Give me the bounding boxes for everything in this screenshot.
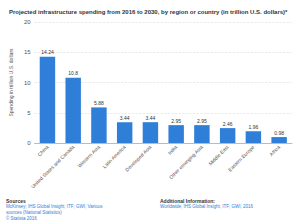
svg-text:0: 0 (27, 140, 31, 146)
svg-text:Eastern Europe: Eastern Europe (227, 144, 256, 173)
svg-text:3.44: 3.44 (146, 115, 156, 121)
svg-text:3.44: 3.44 (120, 115, 130, 121)
svg-text:15: 15 (24, 49, 31, 55)
svg-text:Spending in trillion U.S. doll: Spending in trillion U.S. dollars (8, 48, 14, 117)
svg-text:2.46: 2.46 (223, 121, 233, 127)
svg-text:1.96: 1.96 (249, 124, 259, 130)
svg-text:Middle East: Middle East (207, 143, 230, 166)
svg-text:10.8: 10.8 (68, 70, 78, 76)
svg-text:Projected infrastructure spend: Projected infrastructure spending from 2… (9, 9, 288, 15)
svg-text:Latin America: Latin America (101, 144, 127, 170)
svg-text:2.95: 2.95 (171, 118, 181, 124)
svg-text:© Statista 2016: © Statista 2016 (6, 215, 37, 221)
svg-text:Sources: Sources (6, 198, 26, 204)
svg-text:10: 10 (24, 80, 31, 86)
svg-text:Western Asia: Western Asia (76, 144, 101, 169)
svg-text:Additional Information:: Additional Information: (160, 198, 215, 204)
svg-text:Developed Asia: Developed Asia (124, 144, 153, 173)
svg-text:Africa: Africa (268, 144, 281, 157)
svg-text:Other emerging Asia: Other emerging Asia (168, 144, 205, 181)
svg-text:Worldwide; IHS Global Insight;: Worldwide; IHS Global Insight; ITF; GWI;… (160, 204, 253, 209)
svg-text:5: 5 (27, 110, 31, 116)
svg-text:sources (National Statistics): sources (National Statistics) (6, 210, 62, 215)
svg-text:5.88: 5.88 (94, 100, 104, 106)
svg-text:0.98: 0.98 (274, 130, 284, 136)
svg-text:McKinsey; IHS Global Insight;: McKinsey; IHS Global Insight; ITF; GWI; … (6, 204, 103, 209)
svg-text:2.95: 2.95 (197, 118, 207, 124)
svg-text:20: 20 (24, 19, 31, 25)
svg-text:China: China (36, 144, 50, 158)
svg-text:India: India (166, 144, 178, 156)
svg-text:United States and Canada: United States and Canada (30, 144, 76, 190)
svg-text:14.24: 14.24 (41, 49, 54, 55)
